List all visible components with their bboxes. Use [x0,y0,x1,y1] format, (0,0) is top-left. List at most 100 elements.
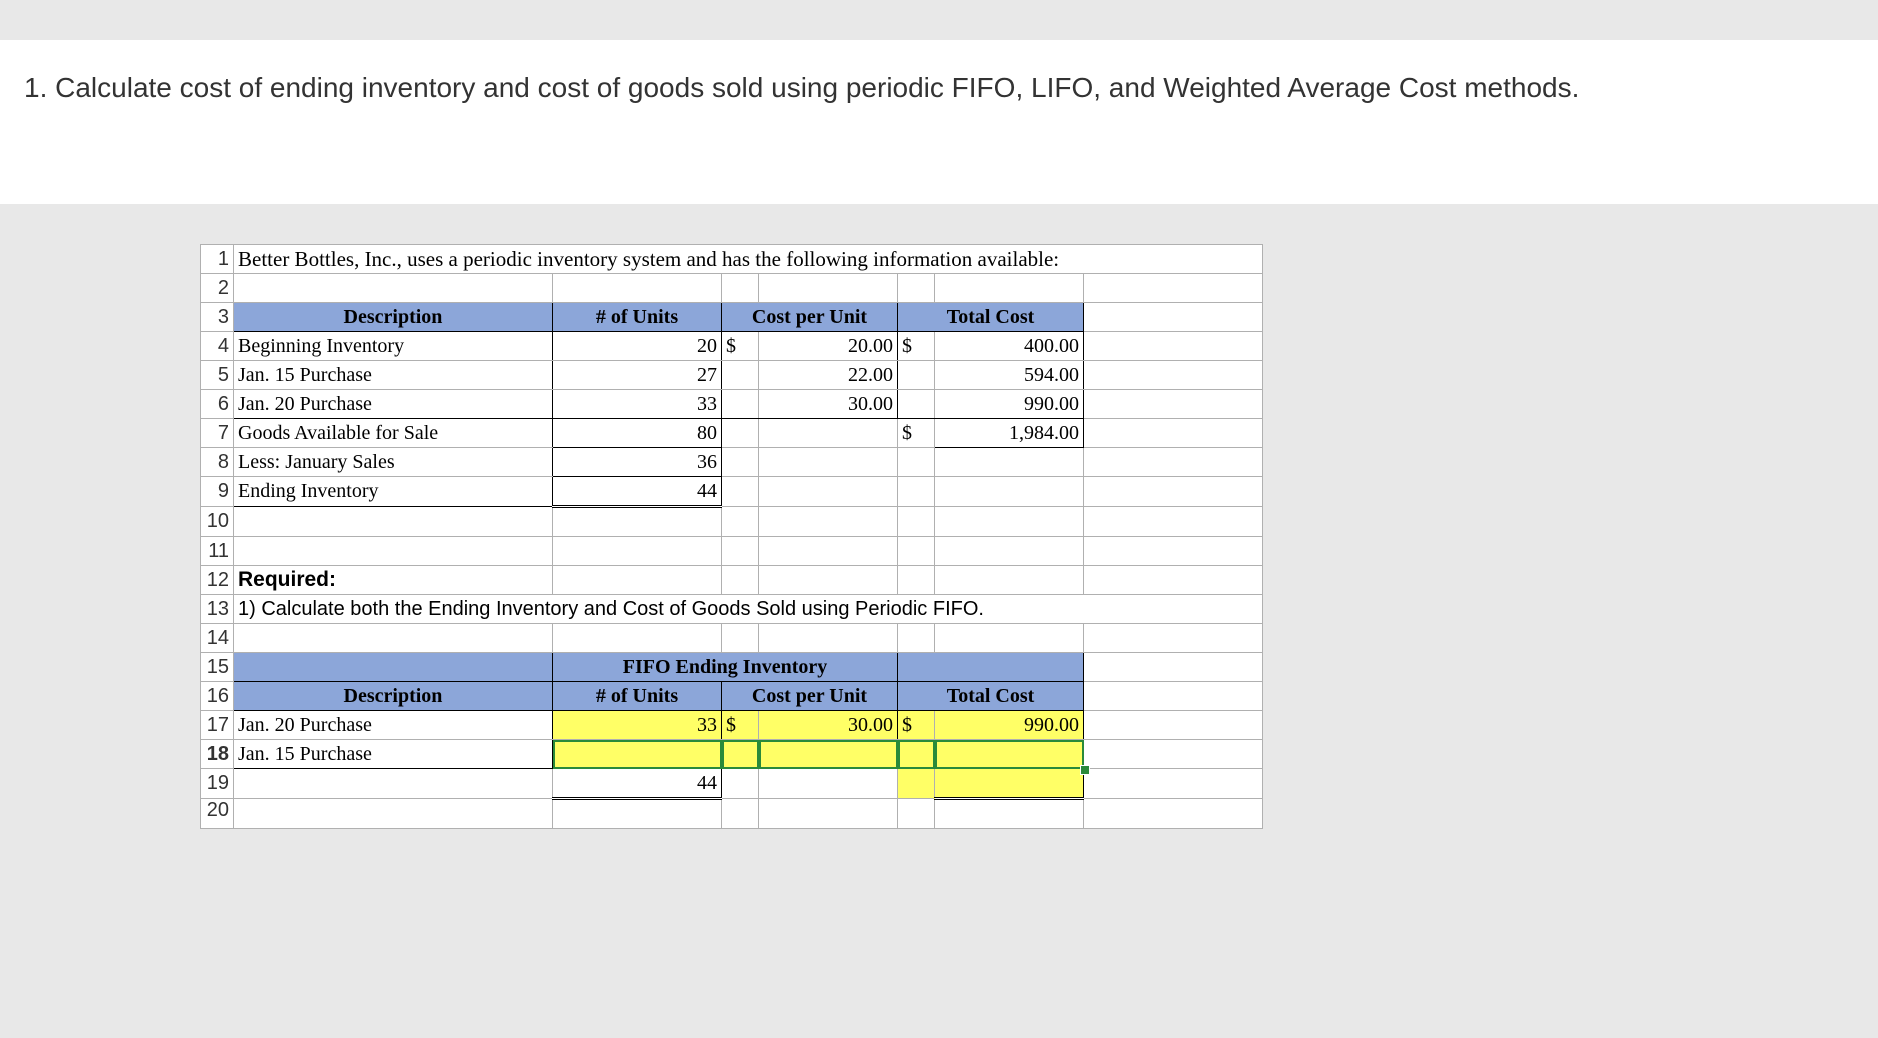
selection-fill-handle[interactable] [1080,765,1090,775]
cell[interactable] [759,477,898,507]
cell-cpu[interactable]: 22.00 [759,361,898,390]
cell[interactable] [898,769,935,799]
cell[interactable] [935,624,1084,653]
cell-total[interactable]: 1,984.00 [935,419,1084,448]
cell[interactable] [722,799,759,829]
cell[interactable] [935,566,1084,595]
cell[interactable] [1084,653,1263,682]
cell[interactable] [1084,361,1263,390]
cell-total[interactable]: 400.00 [935,332,1084,361]
cell[interactable] [234,769,553,799]
cell[interactable] [898,448,935,477]
cell[interactable] [553,799,722,829]
col-header-total-cost[interactable]: Total Cost [898,682,1084,711]
cell-desc[interactable]: Jan. 15 Purchase [234,361,553,390]
cell[interactable] [553,566,722,595]
cell[interactable] [759,769,898,799]
cell-units-selected[interactable] [553,740,722,769]
currency-symbol[interactable] [722,390,759,419]
cell[interactable] [1084,711,1263,740]
cell-sum-units[interactable]: 44 [553,769,722,799]
cell[interactable] [1084,332,1263,361]
cell[interactable] [898,799,935,829]
currency-symbol[interactable] [898,361,935,390]
col-header-cost-per-unit[interactable]: Cost per Unit [722,303,898,332]
cell[interactable] [1084,448,1263,477]
cell-units[interactable]: 20 [553,332,722,361]
cell-desc[interactable]: Jan. 20 Purchase [234,390,553,419]
currency-symbol[interactable] [722,740,759,769]
cell[interactable] [759,537,898,566]
col-header-cost-per-unit[interactable]: Cost per Unit [722,682,898,711]
cell-desc[interactable]: Goods Available for Sale [234,419,553,448]
currency-symbol[interactable] [898,740,935,769]
cell-units[interactable]: 33 [553,711,722,740]
cell[interactable] [1084,799,1263,829]
cell-units[interactable]: 27 [553,361,722,390]
cell[interactable] [234,799,553,829]
cell[interactable] [722,507,759,537]
currency-symbol[interactable]: $ [722,332,759,361]
cell[interactable] [722,769,759,799]
cell-desc[interactable]: Jan. 20 Purchase [234,711,553,740]
cell[interactable] [759,799,898,829]
cell[interactable] [1084,507,1263,537]
cell[interactable] [935,799,1084,829]
cell-units[interactable]: 44 [553,477,722,507]
cell-units[interactable]: 36 [553,448,722,477]
cell[interactable] [722,274,759,303]
cell[interactable] [898,477,935,507]
cell[interactable] [553,624,722,653]
cell[interactable] [553,507,722,537]
cell[interactable] [759,274,898,303]
cell[interactable] [898,537,935,566]
currency-symbol[interactable] [722,419,759,448]
col-header-description[interactable]: Description [234,303,553,332]
currency-symbol[interactable] [722,361,759,390]
cell[interactable] [759,566,898,595]
cell[interactable] [898,507,935,537]
cell[interactable] [553,537,722,566]
cell-desc[interactable]: Beginning Inventory [234,332,553,361]
cell[interactable] [935,274,1084,303]
col-header-total-cost[interactable]: Total Cost [898,303,1084,332]
required-label[interactable]: Required: [234,566,553,595]
cell[interactable] [234,274,553,303]
cell-desc[interactable]: Ending Inventory [234,477,553,507]
col-header-description[interactable]: Description [234,682,553,711]
cell-cpu[interactable]: 30.00 [759,711,898,740]
cell[interactable] [1084,419,1263,448]
currency-symbol[interactable]: $ [898,419,935,448]
cell[interactable] [234,624,553,653]
cell[interactable] [722,477,759,507]
currency-symbol[interactable] [898,390,935,419]
cell[interactable] [759,448,898,477]
col-header-units[interactable]: # of Units [553,682,722,711]
cell[interactable] [234,507,553,537]
cell[interactable] [1084,740,1263,769]
spreadsheet[interactable]: 1 Better Bottles, Inc., uses a periodic … [200,244,1263,829]
cell-total[interactable]: 594.00 [935,361,1084,390]
cell[interactable] [898,566,935,595]
cell-units[interactable]: 80 [553,419,722,448]
currency-symbol[interactable]: $ [722,711,759,740]
cell-desc[interactable]: Jan. 15 Purchase [234,740,553,769]
cell[interactable] [234,537,553,566]
col-header-units[interactable]: # of Units [553,303,722,332]
cell[interactable] [935,507,1084,537]
cell-total[interactable]: 990.00 [935,390,1084,419]
cell-total-selected[interactable] [935,740,1084,769]
cell[interactable] [1084,274,1263,303]
cell[interactable] [1084,682,1263,711]
cell[interactable] [234,653,553,682]
cell-desc[interactable]: Less: January Sales [234,448,553,477]
cell[interactable] [722,537,759,566]
cell[interactable] [1084,624,1263,653]
cell[interactable] [1084,566,1263,595]
cell[interactable] [935,537,1084,566]
cell[interactable] [935,448,1084,477]
cell[interactable] [898,624,935,653]
cell[interactable] [898,653,1084,682]
cell[interactable] [1084,537,1263,566]
cell-cpu[interactable]: 30.00 [759,390,898,419]
